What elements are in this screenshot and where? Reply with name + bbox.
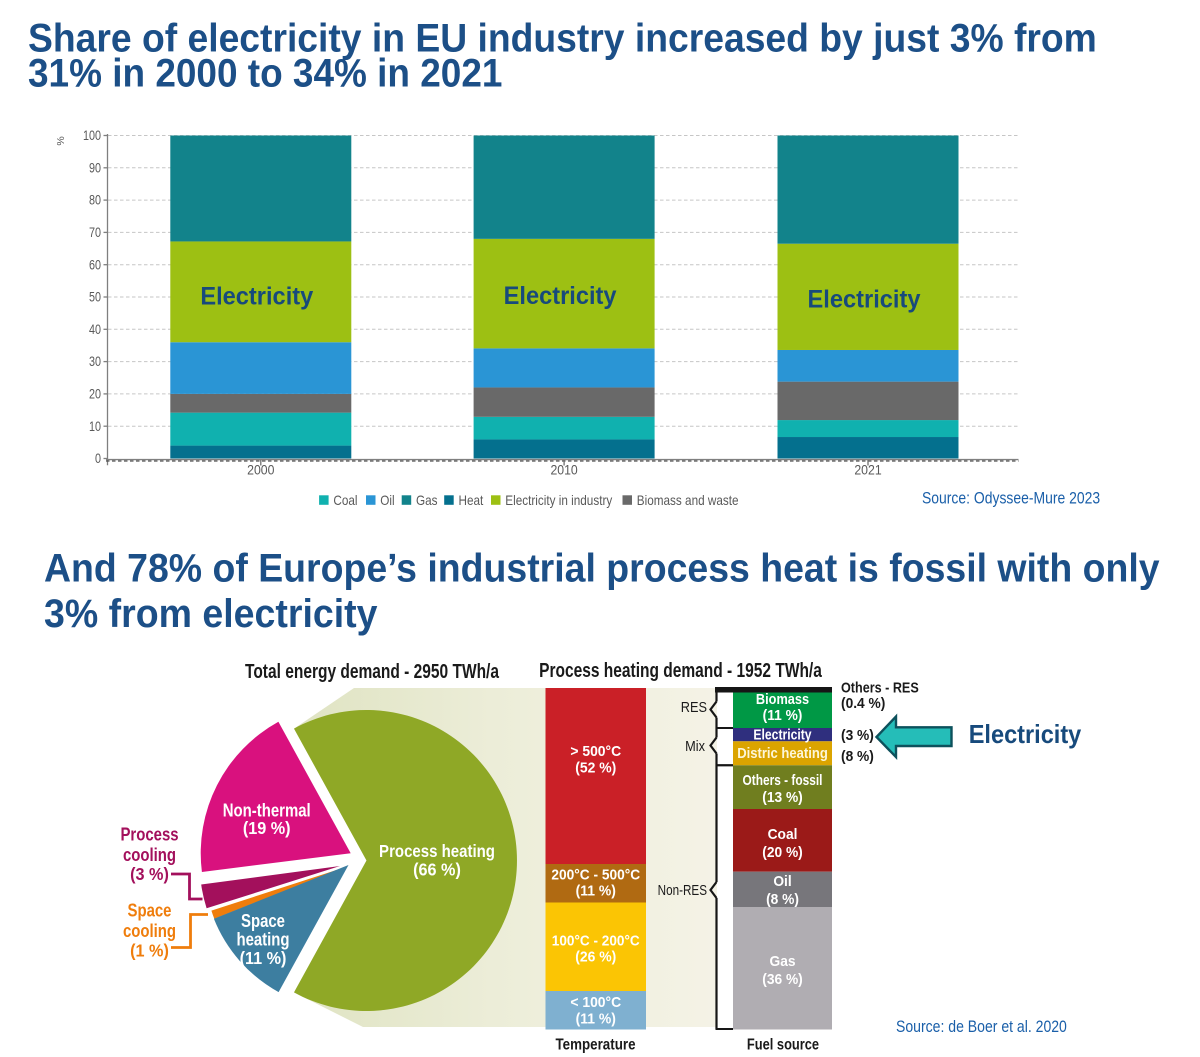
svg-text:100°C - 200°C: 100°C - 200°C [552, 932, 640, 949]
svg-text:Source: de Boer et al. 2020: Source: de Boer et al. 2020 [896, 1018, 1067, 1036]
svg-text:80: 80 [89, 193, 101, 208]
svg-text:70: 70 [89, 225, 101, 240]
svg-text:10: 10 [89, 419, 101, 434]
svg-text:Electricity in industry: Electricity in industry [505, 493, 613, 508]
svg-text:Others - fossil: Others - fossil [743, 772, 823, 788]
svg-text:Others - RES: Others - RES [841, 680, 919, 696]
svg-text:(52 %): (52 %) [575, 760, 616, 776]
svg-text:Oil: Oil [380, 493, 394, 508]
svg-text:(13 %): (13 %) [762, 789, 803, 805]
svg-text:(1 %): (1 %) [130, 941, 169, 961]
svg-text:200°C - 500°C: 200°C - 500°C [551, 866, 640, 882]
svg-text:(0.4 %): (0.4 %) [841, 695, 885, 711]
svg-text:Heat: Heat [459, 493, 484, 508]
svg-text:(8 %): (8 %) [766, 891, 799, 907]
svg-text:Distric heating: Distric heating [737, 745, 828, 761]
svg-text:Process heating: Process heating [379, 841, 495, 862]
svg-text:30: 30 [89, 354, 101, 369]
svg-text:Fuel source: Fuel source [747, 1037, 819, 1054]
svg-text:0: 0 [95, 451, 101, 466]
svg-text:2021: 2021 [854, 462, 881, 478]
svg-text:100: 100 [83, 128, 101, 143]
svg-text:Electricity: Electricity [200, 283, 313, 311]
svg-text:31% in 2000 to 34% in 2021: 31% in 2000 to 34% in 2021 [28, 51, 502, 96]
svg-text:(11 %): (11 %) [763, 707, 803, 723]
svg-text:Space: Space [241, 911, 285, 932]
svg-text:2010: 2010 [550, 462, 577, 478]
svg-text:Gas: Gas [416, 493, 438, 508]
svg-text:> 500°C: > 500°C [570, 744, 621, 760]
svg-text:40: 40 [89, 322, 101, 337]
svg-text:Electricity: Electricity [504, 282, 617, 310]
svg-text:Process heating demand - 1952: Process heating demand - 1952 TWh/a [539, 659, 823, 681]
svg-text:%: % [55, 136, 67, 145]
svg-text:Source: Odyssee-Mure 2023: Source: Odyssee-Mure 2023 [922, 489, 1100, 507]
svg-text:(36 %): (36 %) [762, 971, 803, 987]
svg-text:3% from electricity: 3% from electricity [44, 592, 378, 636]
svg-text:cooling: cooling [123, 845, 176, 866]
svg-text:(11 %): (11 %) [576, 883, 616, 899]
svg-text:(66 %): (66 %) [413, 860, 461, 880]
svg-text:(11 %): (11 %) [576, 1011, 616, 1027]
svg-text:Total energy demand - 2950 TWh: Total energy demand - 2950 TWh/a [245, 660, 500, 682]
svg-text:60: 60 [89, 257, 101, 272]
svg-text:(19 %): (19 %) [243, 818, 291, 838]
svg-text:Coal: Coal [333, 493, 357, 508]
svg-text:Mix: Mix [685, 737, 705, 754]
svg-text:Oil: Oil [773, 873, 791, 889]
svg-text:Coal: Coal [768, 826, 798, 842]
svg-text:(3 %): (3 %) [841, 727, 874, 743]
svg-text:Non-thermal: Non-thermal [223, 800, 311, 821]
svg-text:heating: heating [236, 929, 289, 950]
svg-text:90: 90 [89, 160, 101, 175]
svg-text:20: 20 [89, 386, 101, 401]
svg-text:Biomass and waste: Biomass and waste [637, 493, 739, 508]
svg-text:Share of electricity in EU ind: Share of electricity in EU industry incr… [28, 17, 1097, 61]
svg-text:RES: RES [681, 698, 707, 715]
svg-text:Electricity: Electricity [808, 286, 921, 314]
svg-text:(26 %): (26 %) [575, 949, 616, 965]
svg-text:Non-RES: Non-RES [658, 882, 707, 899]
svg-text:(11 %): (11 %) [240, 948, 287, 968]
svg-text:Electricity: Electricity [753, 727, 812, 743]
svg-text:Biomass: Biomass [756, 691, 810, 707]
svg-text:(20 %): (20 %) [762, 844, 803, 860]
svg-text:Process: Process [120, 824, 178, 845]
svg-text:And 78% of Europe’s industrial: And 78% of Europe’s industrial process h… [44, 546, 1160, 590]
svg-text:50: 50 [89, 289, 101, 304]
svg-text:(3 %): (3 %) [130, 864, 169, 884]
svg-text:cooling: cooling [123, 921, 176, 942]
svg-text:Electricity: Electricity [969, 721, 1082, 749]
svg-text:Gas: Gas [769, 953, 795, 969]
svg-text:Temperature: Temperature [556, 1037, 636, 1054]
svg-text:< 100°C: < 100°C [570, 995, 621, 1011]
svg-text:2000: 2000 [247, 462, 274, 478]
svg-text:(8 %): (8 %) [841, 748, 874, 764]
svg-text:Space: Space [127, 900, 171, 921]
